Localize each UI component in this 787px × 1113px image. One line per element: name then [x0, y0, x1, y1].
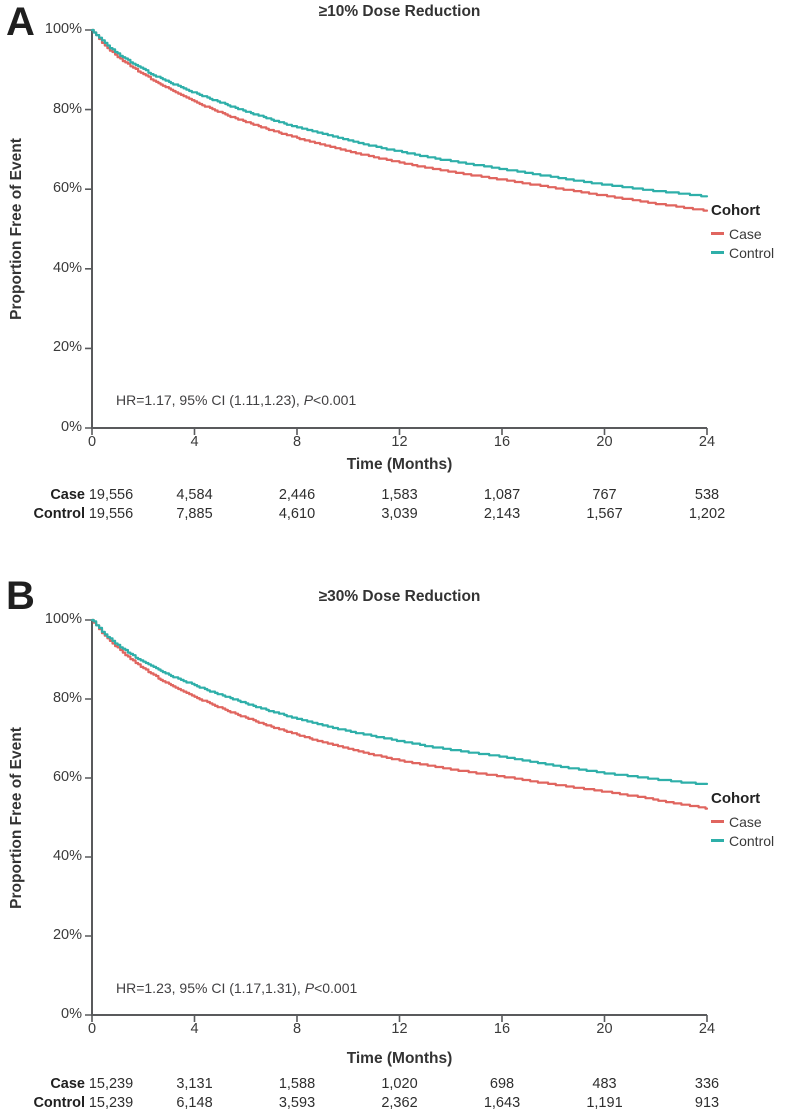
legend-panel-B: Cohort Case Control: [711, 790, 787, 850]
hr-text: HR=1.23, 95% CI (1.17,1.31),: [116, 980, 305, 996]
risk-count: 1,643: [483, 1095, 521, 1111]
survival-curve-control-panel-B: [90, 618, 709, 785]
risk-row-label-control: Control: [33, 1095, 85, 1111]
legend-item-control: Control: [711, 243, 787, 262]
x-tick-label: 20: [596, 1021, 613, 1037]
x-tick-label: 24: [698, 434, 716, 450]
risk-count: 4,584: [176, 487, 213, 503]
y-tick-label: 20%: [52, 927, 82, 943]
risk-count: 2,446: [278, 487, 316, 503]
legend-panel-A: Cohort Case Control: [711, 202, 787, 262]
tick-marks-panel-B: [85, 619, 708, 1022]
legend-item-case: Case: [711, 224, 787, 243]
legend-swatch-control-icon: [711, 839, 724, 842]
risk-count: 483: [592, 1076, 617, 1092]
x-tick-label: 16: [493, 1021, 511, 1037]
x-axis-label-panel-A: Time (Months): [346, 456, 453, 473]
x-tick-label: 24: [698, 1021, 716, 1037]
legend-title: Cohort: [711, 202, 761, 219]
panel-letter-B: B: [6, 574, 35, 618]
legend-item-case: Case: [711, 812, 787, 831]
y-tick-label: 100%: [44, 21, 82, 37]
risk-count: 336: [694, 1076, 720, 1092]
risk-count: 2,362: [381, 1095, 418, 1111]
risk-count: 1,583: [381, 487, 418, 503]
risk-count: 15,239: [88, 1095, 134, 1111]
axis-line-panel-A: [91, 30, 707, 429]
panel-letter-A: A: [6, 0, 35, 44]
risk-count: 3,039: [381, 506, 418, 522]
risk-count: 767: [592, 487, 617, 503]
risk-row-label-control: Control: [33, 506, 85, 522]
risk-count: 19,556: [88, 487, 134, 503]
hr-annotation-panel-B: HR=1.23, 95% CI (1.17,1.31), P<0.001: [116, 980, 357, 996]
x-tick-label: 0: [87, 1021, 97, 1037]
hr-text: HR=1.17, 95% CI (1.11,1.23),: [116, 392, 304, 408]
risk-count: 2,143: [483, 506, 521, 522]
legend-label: Case: [729, 813, 762, 830]
y-tick-label: 60%: [52, 180, 82, 197]
risk-count: 1,588: [278, 1076, 316, 1092]
risk-count: 15,239: [88, 1076, 134, 1092]
legend-swatch-case-icon: [711, 232, 724, 235]
legend-label: Control: [729, 832, 775, 849]
tick-marks-panel-A: [85, 29, 708, 435]
p-value: <0.001: [313, 392, 357, 408]
y-tick-label: 80%: [52, 100, 82, 117]
risk-count: 1,020: [381, 1076, 418, 1092]
y-tick-label: 0%: [61, 1006, 82, 1022]
x-tick-label: 4: [190, 434, 199, 450]
p-symbol: P: [303, 392, 314, 408]
risk-count: 6,148: [176, 1095, 213, 1111]
x-tick-label: 8: [292, 434, 302, 450]
risk-count: 698: [489, 1076, 515, 1092]
x-tick-label: 20: [596, 434, 613, 450]
y-tick-label: 40%: [52, 259, 82, 276]
risk-count: 913: [694, 1095, 720, 1111]
legend-swatch-case-icon: [711, 820, 724, 823]
risk-row-label-case: Case: [50, 1076, 85, 1092]
risk-count: 19,556: [88, 506, 134, 522]
risk-count: 538: [694, 487, 720, 503]
survival-curve-case-panel-A: [90, 28, 709, 212]
risk-count: 1,202: [688, 506, 726, 522]
y-axis-label-panel-A: Proportion Free of Event: [8, 138, 25, 320]
y-tick-label: 20%: [52, 339, 82, 356]
y-tick-label: 40%: [52, 848, 82, 864]
legend-label: Case: [729, 225, 762, 242]
legend-item-control: Control: [711, 831, 787, 850]
survival-curve-case-panel-B: [90, 618, 709, 810]
risk-row-label-case: Case: [50, 487, 85, 503]
chart-title-panel-B: ≥30% Dose Reduction: [318, 588, 481, 605]
x-tick-label: 0: [87, 434, 97, 450]
y-axis-label-panel-B: Proportion Free of Event: [8, 726, 25, 909]
x-tick-label: 8: [292, 1021, 302, 1037]
risk-count: 1,567: [586, 506, 623, 522]
hr-annotation-panel-A: HR=1.17, 95% CI (1.11,1.23), P<0.001: [116, 392, 356, 408]
risk-count: 1,087: [483, 487, 521, 503]
x-tick-label: 12: [391, 1021, 408, 1037]
survival-curve-control-panel-A: [90, 28, 709, 198]
legend-label: Control: [729, 244, 775, 261]
risk-count: 4,610: [278, 506, 316, 522]
legend-swatch-control-icon: [711, 251, 724, 254]
risk-count: 1,191: [586, 1095, 623, 1111]
x-tick-label: 16: [493, 434, 511, 450]
x-axis-label-panel-B: Time (Months): [346, 1050, 453, 1067]
y-tick-label: 100%: [44, 611, 82, 627]
risk-count: 3,593: [278, 1095, 316, 1111]
risk-count: 7,885: [176, 506, 213, 522]
risk-count: 3,131: [176, 1076, 213, 1092]
p-value: <0.001: [314, 980, 358, 996]
y-tick-label: 80%: [52, 690, 82, 706]
y-tick-label: 0%: [61, 419, 82, 435]
legend-title: Cohort: [711, 790, 761, 807]
chart-title-panel-A: ≥10% Dose Reduction: [318, 3, 481, 20]
x-tick-label: 4: [190, 1021, 199, 1037]
p-symbol: P: [304, 980, 315, 996]
y-tick-label: 60%: [52, 769, 82, 785]
x-tick-label: 12: [391, 434, 408, 450]
